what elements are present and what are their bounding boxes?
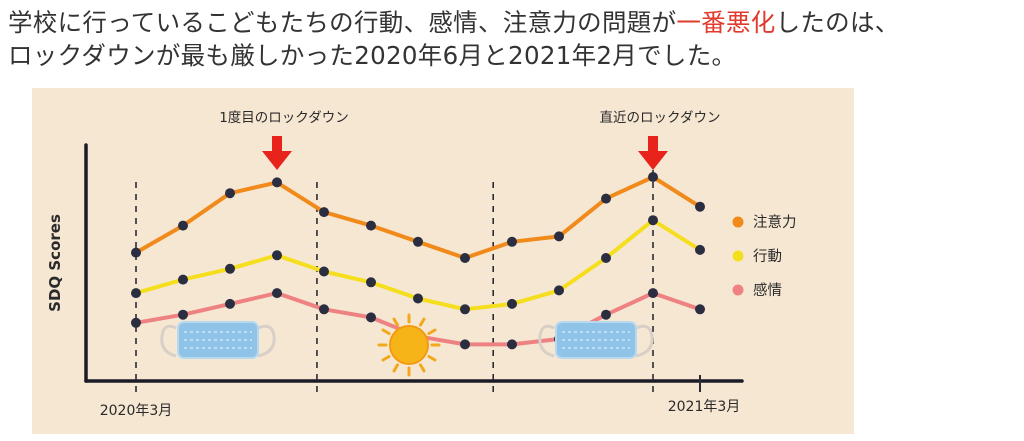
data-point <box>272 177 282 188</box>
down-arrow-icon <box>262 136 292 170</box>
data-point <box>601 193 611 204</box>
data-point <box>695 244 705 255</box>
lockdown-annotation: 直近のロックダウン <box>600 110 721 126</box>
y-axis-label: SDQ Scores <box>46 214 64 312</box>
data-point <box>272 250 282 261</box>
data-point <box>225 298 235 309</box>
headline-text-end: したのは、 <box>775 8 900 37</box>
data-point <box>366 220 376 231</box>
data-point <box>460 339 470 350</box>
legend-swatch <box>732 284 744 296</box>
headline-highlight: 一番悪化 <box>676 8 776 37</box>
data-point <box>225 188 235 199</box>
legend-label: 注意力 <box>753 213 797 231</box>
data-point <box>319 266 329 277</box>
data-point <box>178 220 188 231</box>
headline-line-2: ロックダウンが最も厳しかった2020年6月と2021年2月でした。 <box>8 41 737 70</box>
data-point <box>460 253 470 263</box>
data-point <box>319 207 329 218</box>
data-point <box>225 263 235 274</box>
data-point <box>648 215 658 226</box>
data-point <box>507 236 517 247</box>
legend-swatch <box>732 216 744 228</box>
headline-line-1: 学校に行っているこどもたちの行動、感情、注意力の問題が一番悪化したのは、 <box>8 6 1018 39</box>
data-point <box>695 201 705 212</box>
data-point <box>695 304 705 315</box>
headline: 学校に行っているこどもたちの行動、感情、注意力の問題が一番悪化したのは、 ロック… <box>8 6 1018 72</box>
sun-icon <box>377 313 441 377</box>
mask-icon <box>160 321 276 359</box>
mask-icon <box>538 321 654 359</box>
data-point <box>319 304 329 315</box>
data-point <box>648 172 658 182</box>
data-point <box>413 293 423 304</box>
data-point <box>507 298 517 309</box>
x-tick-label: 2020年3月 <box>100 403 173 419</box>
lockdown-annotation: 1度目のロックダウン <box>219 110 349 126</box>
legend-label: 行動 <box>753 248 782 265</box>
x-tick-label: 2021年3月 <box>668 399 741 415</box>
data-point <box>507 339 517 350</box>
down-arrow-icon <box>638 136 668 170</box>
data-point <box>366 312 376 323</box>
data-point <box>131 317 141 328</box>
data-point <box>601 253 611 263</box>
chart-panel <box>32 88 854 434</box>
data-point <box>131 288 141 299</box>
data-point <box>554 285 564 296</box>
data-point <box>413 236 423 247</box>
data-point <box>648 288 658 299</box>
data-point <box>178 274 188 285</box>
headline-text: 学校に行っているこどもたちの行動、感情、注意力の問題が <box>8 8 677 37</box>
legend-swatch <box>732 250 744 262</box>
data-point <box>554 231 564 242</box>
data-point <box>366 277 376 288</box>
data-point <box>601 309 611 320</box>
legend-label: 感情 <box>753 282 782 299</box>
data-point <box>178 309 188 320</box>
data-point <box>272 288 282 299</box>
data-point <box>131 247 141 258</box>
data-point <box>460 304 470 315</box>
